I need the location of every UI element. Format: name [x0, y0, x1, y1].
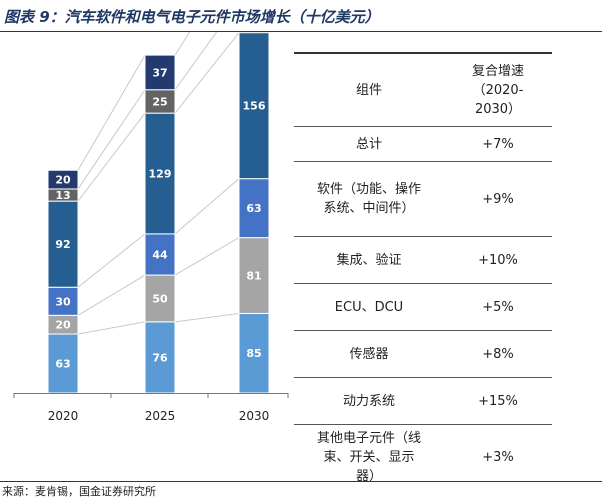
table-row: 传感器 +8%	[294, 331, 552, 378]
bar-segment	[238, 32, 270, 34]
table-row: 总计 +7%	[294, 127, 552, 162]
table-cell-component: 动力系统	[342, 393, 395, 409]
data-label: 129	[149, 168, 172, 181]
data-label: 25	[152, 95, 167, 108]
table-row: 其他电子元件（线束、开关、显示器） +3%	[294, 425, 552, 489]
data-label: 63	[246, 202, 261, 215]
table-header-cagr: 复合增速（2020-2030）	[471, 63, 524, 117]
table-cell-component: 传感器	[349, 346, 389, 362]
figure-title: 图表 9：汽车软件和电气电子元件市场增长（十亿美元）	[4, 8, 380, 26]
bar-segment	[144, 321, 176, 394]
data-label: 92	[55, 238, 70, 251]
bar-segment	[47, 333, 79, 394]
connector-line	[77, 274, 146, 316]
table-row: 软件（功能、操作系统、中间件） +9%	[294, 162, 552, 237]
bar-segment	[238, 178, 270, 239]
data-label: 85	[246, 347, 261, 360]
stacked-bar-chart: 6320309213207650441292537858163156345020…	[13, 32, 289, 423]
connector-line	[174, 32, 191, 56]
bar-segment	[47, 286, 79, 316]
x-tick-label: 2020	[48, 409, 79, 423]
connector-line	[174, 178, 240, 235]
connector-line	[77, 233, 146, 288]
connector-line	[174, 237, 240, 276]
bar-segment	[238, 32, 270, 180]
table-cell-component: 其他电子元件（线束、开关、显示器）	[316, 430, 421, 484]
connector-line	[77, 89, 146, 190]
data-label: 37	[152, 66, 167, 79]
table-row: 动力系统 +15%	[294, 378, 552, 425]
table-row: ECU、DCU +5%	[294, 284, 552, 331]
data-label: 50	[152, 292, 168, 305]
table-cell-cagr: +8%	[482, 346, 514, 362]
data-label: 76	[152, 351, 168, 364]
bar-segment	[144, 274, 176, 323]
table-header-row: 组件 复合增速（2020-2030）	[294, 52, 552, 127]
table-header-component: 组件	[355, 82, 382, 98]
table-cell-cagr: +15%	[478, 393, 518, 409]
table-cell-component: 总计	[355, 136, 382, 152]
connector-line	[77, 112, 146, 202]
x-tick-label: 2025	[145, 409, 176, 423]
bar-segment	[238, 312, 270, 394]
title-divider	[0, 31, 602, 32]
bar-segment	[47, 169, 79, 190]
data-label: 81	[246, 270, 261, 283]
data-label: 44	[152, 248, 168, 261]
data-label: 30	[55, 295, 71, 308]
table-row: 集成、验证 +10%	[294, 237, 552, 284]
table-cell-component: ECU、DCU	[334, 299, 404, 315]
data-label: 20	[55, 319, 71, 332]
data-label: 156	[243, 100, 266, 113]
connector-line	[77, 54, 146, 171]
table-cell-cagr: +10%	[478, 252, 518, 268]
connector-line	[77, 321, 146, 335]
cagr-table: 组件 复合增速（2020-2030） 总计 +7% 软件（功能、操作系统、中间件…	[294, 52, 552, 489]
bar-segment	[238, 237, 270, 314]
table-cell-cagr: +7%	[482, 136, 514, 152]
table-cell-component: 软件（功能、操作系统、中间件）	[316, 182, 421, 216]
table-cell-cagr: +9%	[482, 191, 514, 207]
table-cell-cagr: +3%	[482, 449, 514, 465]
connector-line	[174, 32, 240, 114]
table-cell-cagr: +5%	[482, 299, 514, 315]
footer-divider	[0, 481, 602, 482]
connector-line	[174, 312, 240, 323]
data-label: 20	[55, 174, 71, 187]
source-note: 来源：麦肯锡，国金证券研究所	[2, 485, 156, 498]
data-label: 63	[55, 358, 70, 371]
data-label: 13	[55, 189, 70, 202]
bar-segment	[144, 54, 176, 91]
table-cell-component: 集成、验证	[336, 252, 402, 268]
connector-line	[174, 32, 218, 91]
x-tick-label: 2030	[239, 409, 270, 423]
